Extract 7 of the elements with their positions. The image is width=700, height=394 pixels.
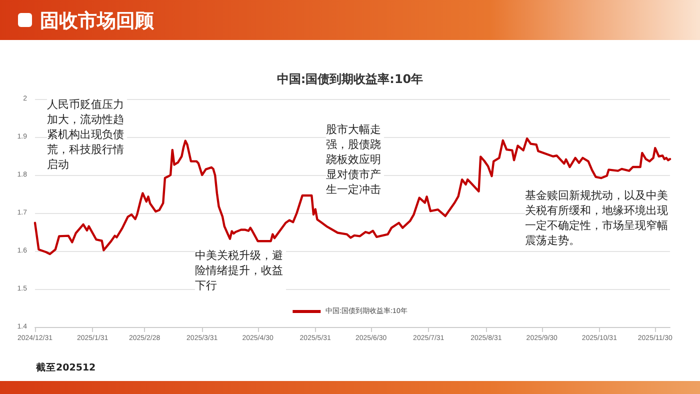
text: 截至202512: [35, 362, 96, 374]
annotation: 股市大幅走强，股债跷跷板效应明显对债市产生一定冲击: [326, 123, 381, 196]
text: 固收市场回顾: [40, 9, 154, 34]
annotation: 基金赎回新规扰动，以及中美关税有所缓和，地缘环境出现一定不确定性，市场呈现窄幅震荡走势。: [525, 189, 668, 247]
annotation: 中美关税升级，避险情绪提升，收益下行: [195, 249, 283, 292]
chart-title: 中国:国债到期收益率:10年: [276, 72, 424, 86]
annotation: 人民币贬值压力加大，流动性趋紧机构出现负债荒，科技股行情启动: [47, 98, 124, 171]
